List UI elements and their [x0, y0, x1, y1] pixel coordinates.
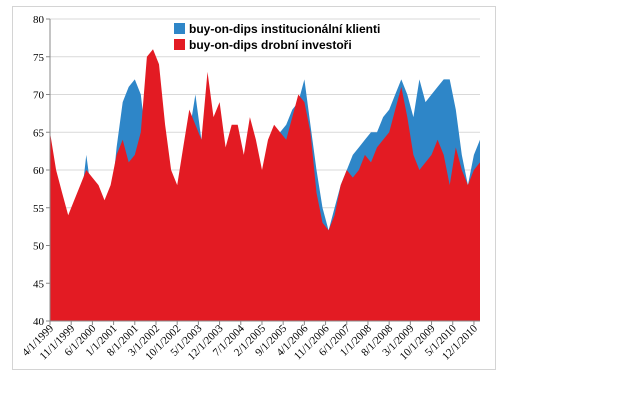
y-tick-label: 60 — [33, 165, 45, 177]
y-tick-label: 80 — [33, 14, 45, 26]
chart-frame: 40 45 50 55 60 65 70 75 80 4/1/1999 11/1/1999 6/1/… — [12, 6, 496, 370]
y-tick-label: 75 — [33, 52, 45, 64]
y-tick-label: 70 — [33, 90, 45, 102]
legend-label-institutional: buy-on-dips institucionální klienti — [189, 22, 380, 36]
x-axis-ticks: 4/1/199911/1/19996/1/20001/1/20018/1/200… — [20, 321, 480, 363]
legend-label-retail: buy-on-dips drobní investoři — [189, 38, 352, 52]
area-chart: 40 45 50 55 60 65 70 75 80 4/1/199911/1/19996/1/… — [20, 14, 480, 363]
legend: buy-on-dips institucionální klienti buy-… — [174, 22, 380, 52]
legend-swatch-institutional — [174, 23, 185, 34]
y-tick-label: 45 — [33, 278, 45, 290]
series-areas — [50, 49, 480, 322]
y-tick-label: 50 — [33, 241, 45, 253]
series-area-1 — [50, 49, 480, 321]
y-tick-label: 40 — [33, 316, 45, 328]
y-tick-label: 55 — [33, 203, 45, 215]
legend-swatch-retail — [174, 39, 185, 50]
y-tick-label: 65 — [33, 127, 45, 139]
y-axis-ticks: 40 45 50 55 60 65 70 75 80 — [33, 14, 50, 328]
